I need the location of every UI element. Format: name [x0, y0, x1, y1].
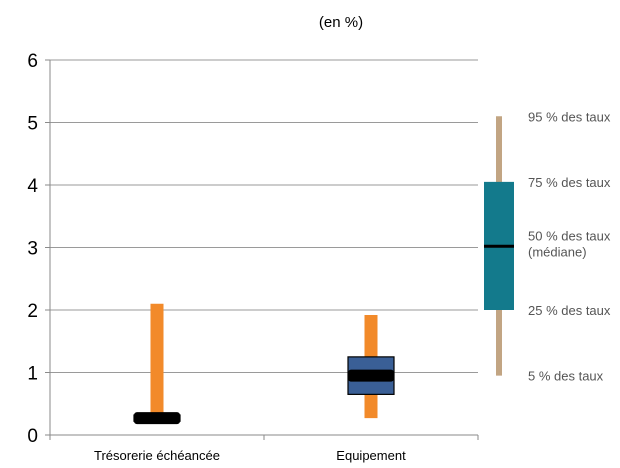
y-tick-label: 2 — [27, 301, 38, 322]
y-tick-label: 4 — [27, 176, 38, 197]
legend-median-line — [484, 244, 514, 248]
y-tick-label: 5 — [27, 114, 38, 135]
category-label: Trésorerie échéancée — [94, 448, 220, 463]
legend-label-p25: 25 % des taux — [528, 303, 611, 318]
median-marker — [134, 412, 180, 425]
y-tick-label: 0 — [27, 426, 38, 447]
legend-label-median: 50 % des taux — [528, 228, 611, 243]
category-label: Equipement — [336, 448, 406, 463]
legend-label-p95: 95 % des taux — [528, 109, 611, 124]
median-marker — [348, 369, 394, 382]
y-tick-label: 1 — [27, 364, 38, 385]
y-tick-label: 6 — [27, 51, 38, 72]
legend-label-p75: 75 % des taux — [528, 175, 611, 190]
y-tick-label: 3 — [27, 239, 38, 260]
chart-subtitle: (en %) — [318, 14, 364, 31]
legend-label-p5: 5 % des taux — [528, 369, 604, 384]
legend-label-median-note: (médiane) — [528, 244, 587, 259]
whisker-bar — [150, 303, 164, 420]
